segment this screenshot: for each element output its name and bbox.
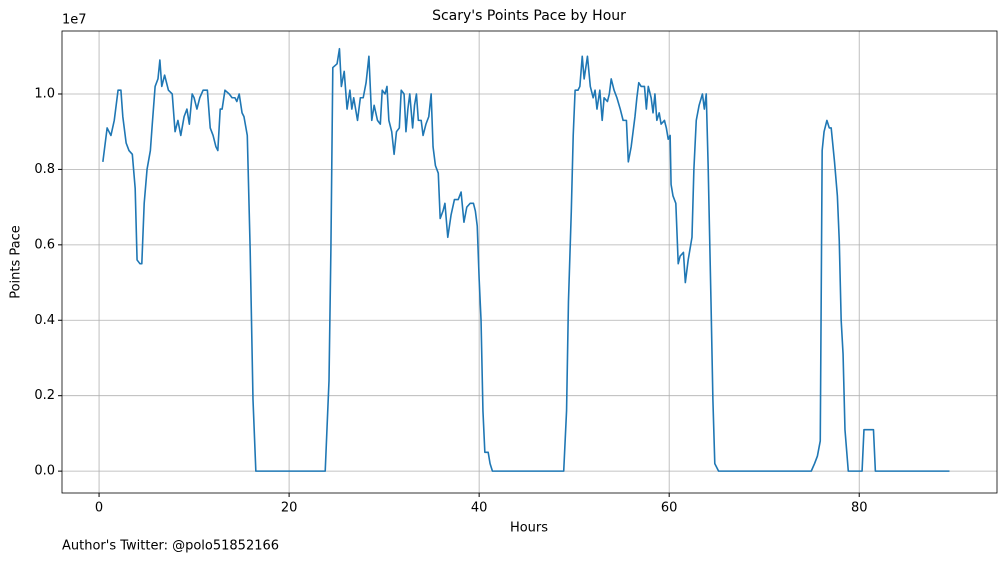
y-tick-label: 0.6 [34,237,55,252]
x-tick-label: 0 [95,501,103,516]
y-offset-label: 1e7 [62,13,87,28]
y-tick-label: 0.4 [34,313,55,328]
data-line [102,47,950,472]
footnote: Author's Twitter: @polo51852166 [62,539,279,554]
plot-frame [61,30,998,494]
x-tick-label: 20 [281,501,298,516]
y-tick-label: 0.0 [34,464,55,479]
chart-title: Scary's Points Pace by Hour [432,8,626,24]
y-tick-label: 0.2 [34,388,55,403]
y-tick-label: 0.8 [34,162,55,177]
y-tick-label: 1.0 [34,86,55,101]
x-tick-label: 80 [851,501,868,516]
y-axis-label: Points Pace [9,225,24,299]
x-axis-label: Hours [510,521,548,536]
x-tick-label: 60 [661,501,678,516]
x-tick-label: 40 [471,501,488,516]
